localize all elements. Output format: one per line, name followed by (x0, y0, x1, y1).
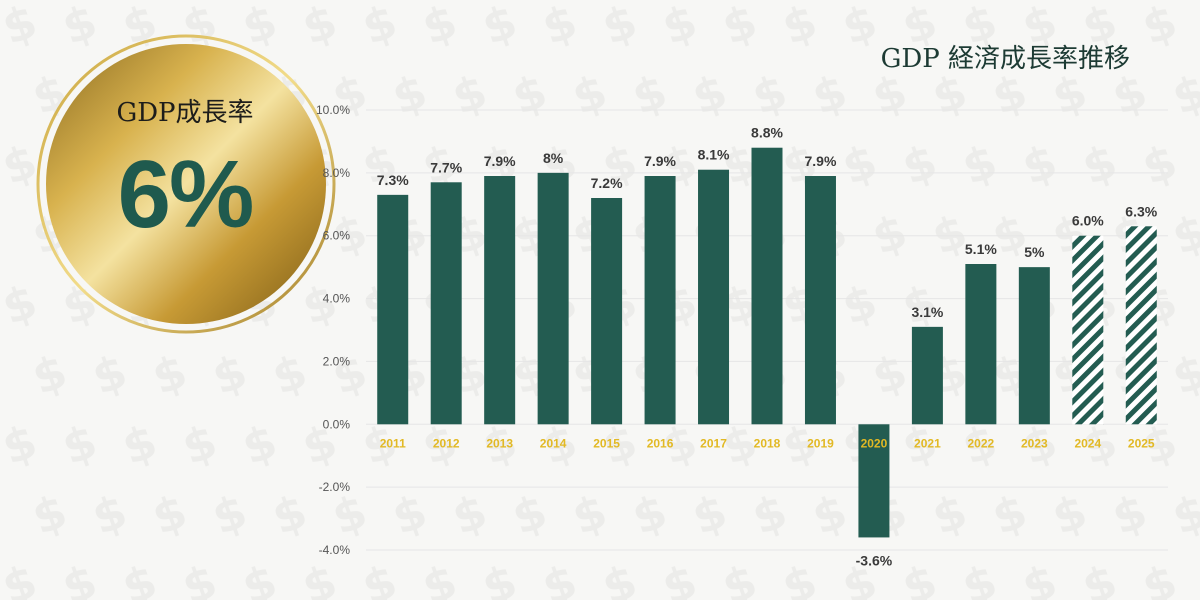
x-tick-label-2020: 2020 (861, 436, 888, 450)
bar-2016 (644, 176, 676, 425)
y-tick-label: 10.0% (316, 103, 350, 117)
bar-2020 (858, 424, 890, 538)
x-tick-label-2023: 2023 (1021, 436, 1048, 450)
value-label-2020: -3.6% (856, 552, 893, 568)
x-tick-label-2018: 2018 (754, 436, 781, 450)
bar-2013 (484, 176, 516, 425)
bar-2023 (1018, 267, 1050, 425)
x-tick-label-2014: 2014 (540, 436, 567, 450)
y-tick-label: -4.0% (319, 543, 351, 557)
y-tick-label: 4.0% (323, 292, 351, 306)
x-tick-label-2016: 2016 (647, 436, 674, 450)
x-tick-label-2011: 2011 (380, 436, 406, 450)
bar-2022 (965, 264, 997, 425)
bar-2021 (911, 326, 943, 425)
x-tick-label-2022: 2022 (968, 436, 995, 450)
bar-2012 (430, 182, 462, 425)
bar-2024 (1072, 235, 1104, 425)
y-tick-label: 6.0% (323, 229, 351, 243)
y-tick-label: -2.0% (319, 480, 351, 494)
value-label-2015: 7.2% (591, 175, 623, 191)
value-label-2018: 8.8% (751, 125, 783, 141)
value-label-2017: 8.1% (698, 147, 730, 163)
value-label-2016: 7.9% (644, 153, 676, 169)
x-tick-label-2013: 2013 (486, 436, 513, 450)
badge-gold-disc (46, 44, 326, 324)
value-label-2024: 6.0% (1072, 213, 1104, 229)
bar-2019 (804, 176, 836, 425)
value-label-2023: 5% (1024, 244, 1045, 260)
x-tick-label-2024: 2024 (1074, 436, 1101, 450)
badge-outer-ring (36, 34, 336, 334)
value-label-2022: 5.1% (965, 241, 997, 257)
bar-2017 (698, 169, 730, 425)
y-tick-label: 0.0% (323, 417, 351, 431)
chart-title: GDP 経済成長率推移 (880, 44, 1130, 74)
x-tick-label-2025: 2025 (1128, 436, 1155, 450)
bar-2018 (751, 147, 783, 425)
value-label-2025: 6.3% (1125, 203, 1157, 219)
bar-2011 (377, 194, 409, 425)
y-tick-label: 2.0% (323, 354, 351, 368)
value-label-2021: 3.1% (911, 304, 943, 320)
x-tick-label-2019: 2019 (807, 436, 834, 450)
x-tick-label-2021: 2021 (914, 436, 941, 450)
value-label-2012: 7.7% (430, 159, 462, 175)
value-label-2019: 7.9% (805, 153, 837, 169)
x-tick-label-2015: 2015 (593, 436, 620, 450)
value-label-2014: 8% (543, 150, 564, 166)
bar-2025 (1125, 226, 1157, 425)
y-tick-label: 8.0% (323, 166, 351, 180)
badge-title: GDP成長率 (116, 98, 254, 128)
x-tick-label-2012: 2012 (433, 436, 460, 450)
bar-2015 (591, 198, 623, 425)
x-tick-label-2017: 2017 (700, 436, 727, 450)
badge-value: 6% (117, 141, 255, 248)
value-label-2011: 7.3% (377, 172, 409, 188)
bar-2014 (537, 172, 569, 425)
value-label-2013: 7.9% (484, 153, 516, 169)
